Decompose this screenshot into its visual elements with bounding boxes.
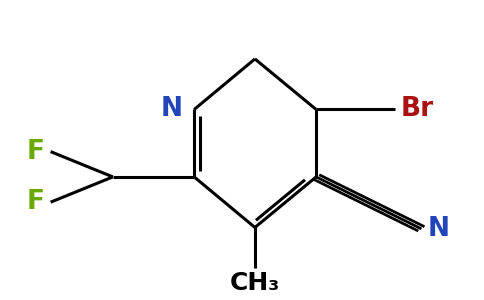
Text: Br: Br (401, 97, 434, 122)
Text: F: F (27, 139, 45, 165)
Text: N: N (160, 97, 182, 122)
Text: N: N (427, 216, 449, 242)
Text: CH₃: CH₃ (230, 271, 280, 295)
Text: F: F (27, 189, 45, 215)
